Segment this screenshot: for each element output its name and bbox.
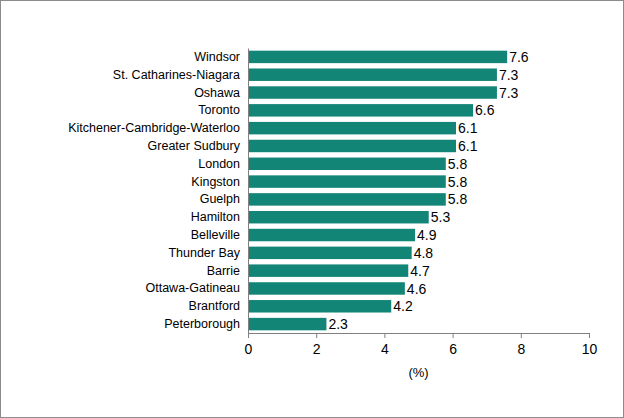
data-label: 5.3: [431, 209, 451, 225]
data-label: 2.3: [328, 316, 348, 332]
data-label: 5.8: [448, 174, 468, 190]
x-axis-title: (%): [408, 365, 428, 380]
bar: [248, 193, 446, 205]
category-label: Barrie: [207, 264, 240, 278]
tick-mark: [453, 333, 454, 338]
bar: [248, 175, 446, 187]
category-label: Kingston: [191, 175, 240, 189]
tick: Ottawa-Gatineau: [146, 281, 249, 295]
tick-mark: [521, 333, 522, 338]
data-label: 7.3: [499, 67, 519, 83]
tick: Peterborough: [164, 317, 248, 331]
data-label: 4.6: [407, 281, 427, 297]
tick-label: 4: [381, 341, 389, 357]
bar: [248, 282, 405, 294]
bar: [248, 247, 412, 259]
bar: [248, 51, 507, 63]
category-label: St. Catharines-Niagara: [113, 68, 240, 82]
data-label: 4.2: [393, 298, 413, 314]
bar: [248, 229, 415, 241]
bar: [248, 318, 326, 330]
tick: 8: [517, 333, 525, 357]
tick: London: [198, 157, 248, 171]
x-axis: 0 2 4 6 8 10: [245, 333, 598, 357]
bar: [248, 300, 391, 312]
tick: 4: [381, 333, 389, 357]
data-label: 7.6: [509, 49, 529, 65]
data-label: 5.8: [448, 191, 468, 207]
data-label: 7.3: [499, 85, 519, 101]
y-axis-line: [248, 49, 249, 334]
tick: Guelph: [200, 192, 248, 206]
bar: [248, 122, 456, 134]
tick: Hamilton: [191, 210, 248, 224]
category-label: London: [198, 157, 240, 171]
data-label: 6.1: [458, 138, 478, 154]
tick: Thunder Bay: [168, 246, 248, 260]
chart: 0 2 4 6 8 10 Windsor St. Catharines-Niagara Osha…: [0, 0, 624, 418]
bar: [248, 140, 456, 152]
tick: 10: [582, 333, 598, 357]
category-label: Oshawa: [194, 86, 240, 100]
data-label: 6.6: [475, 102, 495, 118]
data-labels: 7.67.37.36.66.16.15.85.85.85.34.94.84.74…: [328, 49, 528, 332]
tick-label: 10: [582, 341, 598, 357]
tick: Windsor: [194, 50, 248, 64]
data-label: 6.1: [458, 120, 478, 136]
tick-mark: [589, 333, 590, 338]
frame: [1, 1, 624, 418]
category-label: Kitchener-Cambridge-Waterloo: [68, 121, 240, 135]
tick-label: 2: [313, 341, 321, 357]
tick-mark: [384, 333, 385, 338]
tick-label: 6: [449, 341, 457, 357]
bar: [248, 104, 473, 116]
category-label: Toronto: [198, 103, 240, 117]
tick: Belleville: [191, 228, 248, 242]
tick-mark: [248, 333, 249, 338]
tick-label: 0: [245, 341, 253, 357]
tick: St. Catharines-Niagara: [113, 68, 248, 82]
tick: 2: [313, 333, 321, 357]
tick-mark: [316, 333, 317, 338]
tick: Barrie: [207, 264, 248, 278]
tick: Kingston: [191, 175, 248, 189]
category-label: Peterborough: [164, 317, 240, 331]
y-axis: Windsor St. Catharines-Niagara Oshawa Toron…: [68, 49, 248, 334]
data-label: 4.8: [414, 245, 434, 261]
category-label: Ottawa-Gatineau: [146, 281, 241, 295]
category-label: Hamilton: [191, 210, 240, 224]
category-label: Thunder Bay: [168, 246, 240, 260]
plot: 0 2 4 6 8 10 Windsor St. Catharines-Niagara Osha…: [68, 49, 597, 381]
category-label: Guelph: [200, 192, 240, 206]
data-label: 5.8: [448, 156, 468, 172]
tick-label: 8: [517, 341, 525, 357]
tick: Oshawa: [194, 86, 248, 100]
bar: [248, 86, 497, 98]
bar: [248, 68, 497, 80]
data-label: 4.9: [417, 227, 437, 243]
tick: Toronto: [198, 103, 248, 117]
tick: Greater Sudbury: [148, 139, 248, 153]
bar: [248, 158, 446, 170]
bar: [248, 264, 408, 276]
tick: 0: [245, 333, 253, 357]
tick: Kitchener-Cambridge-Waterloo: [68, 121, 248, 135]
category-label: Brantford: [189, 299, 240, 313]
tick: 6: [449, 333, 457, 357]
category-label: Windsor: [194, 50, 240, 64]
category-label: Belleville: [191, 228, 240, 242]
bars: [248, 51, 507, 331]
x-axis-line: [249, 334, 590, 339]
bar: [248, 211, 429, 223]
category-label: Greater Sudbury: [148, 139, 241, 153]
data-label: 4.7: [410, 263, 430, 279]
tick: Brantford: [189, 299, 248, 313]
